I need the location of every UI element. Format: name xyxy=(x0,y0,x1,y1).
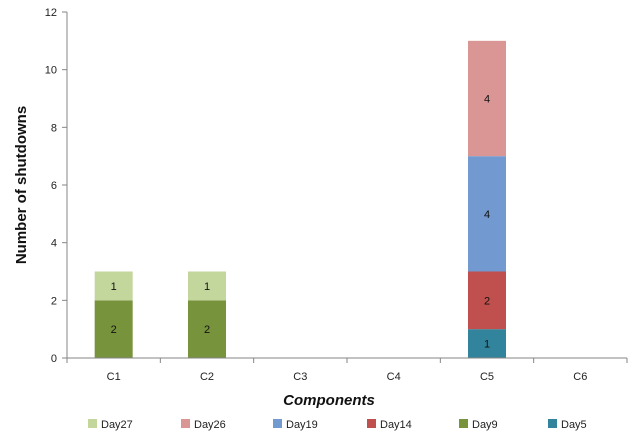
bar-data-label: 1 xyxy=(204,281,210,293)
bar-data-label: 1 xyxy=(484,339,490,351)
y-tick-label: 4 xyxy=(51,238,57,250)
y-tick-group: 0 2 4 6 8 10 12 xyxy=(45,7,67,365)
y-tick-label: 10 xyxy=(45,65,57,77)
legend-label: Day27 xyxy=(101,419,133,431)
y-tick-label: 2 xyxy=(51,295,57,307)
x-tick-label: C6 xyxy=(573,371,587,383)
x-tick-label: C1 xyxy=(107,371,121,383)
bar-data-label: 2 xyxy=(111,324,117,336)
legend-swatch xyxy=(88,419,97,428)
legend-label: Day9 xyxy=(472,419,498,431)
bar-segment xyxy=(468,329,506,358)
legend-swatch xyxy=(181,419,190,428)
bar-data-label: 2 xyxy=(484,295,490,307)
x-axis-title: Components xyxy=(283,392,375,409)
bar-data-label: 4 xyxy=(484,94,490,106)
x-tick-group: C1 C2 C3 C4 C5 C6 xyxy=(66,358,628,383)
legend-label: Day14 xyxy=(380,419,412,431)
bar-segment xyxy=(188,300,226,358)
bar-data-label: 1 xyxy=(111,281,117,293)
bar-segment xyxy=(468,156,506,272)
y-tick-label: 12 xyxy=(45,7,57,19)
bar-segment xyxy=(468,40,506,157)
bar-segment xyxy=(468,271,506,330)
legend-label: Day5 xyxy=(561,419,587,431)
legend-swatch xyxy=(273,419,282,428)
legend-label: Day19 xyxy=(286,419,318,431)
bar-segment xyxy=(188,271,226,301)
x-tick-label: C4 xyxy=(387,371,401,383)
x-tick-label: C3 xyxy=(293,371,307,383)
bar-data-label: 2 xyxy=(204,324,210,336)
y-axis-title: Number of shutdowns xyxy=(13,106,30,264)
legend-swatch xyxy=(548,419,557,428)
bar-segment xyxy=(94,271,133,301)
bar-data-label: 4 xyxy=(484,209,490,221)
legend-swatch xyxy=(459,419,468,428)
bar-segment xyxy=(94,300,133,358)
data-label-group: 2 1 2 1 1 2 4 4 xyxy=(111,94,490,351)
y-tick-label: 6 xyxy=(51,180,57,192)
axes xyxy=(66,12,627,359)
legend-label: Day26 xyxy=(194,419,226,431)
x-tick-label: C5 xyxy=(480,371,494,383)
bar-group xyxy=(94,40,506,358)
y-tick-label: 8 xyxy=(51,122,57,134)
x-tick-label: C2 xyxy=(200,371,214,383)
legend: Day27 Day26 Day19 Day14 Day9 Day5 xyxy=(88,419,587,431)
legend-swatch xyxy=(367,419,376,428)
y-tick-label: 0 xyxy=(51,353,57,365)
